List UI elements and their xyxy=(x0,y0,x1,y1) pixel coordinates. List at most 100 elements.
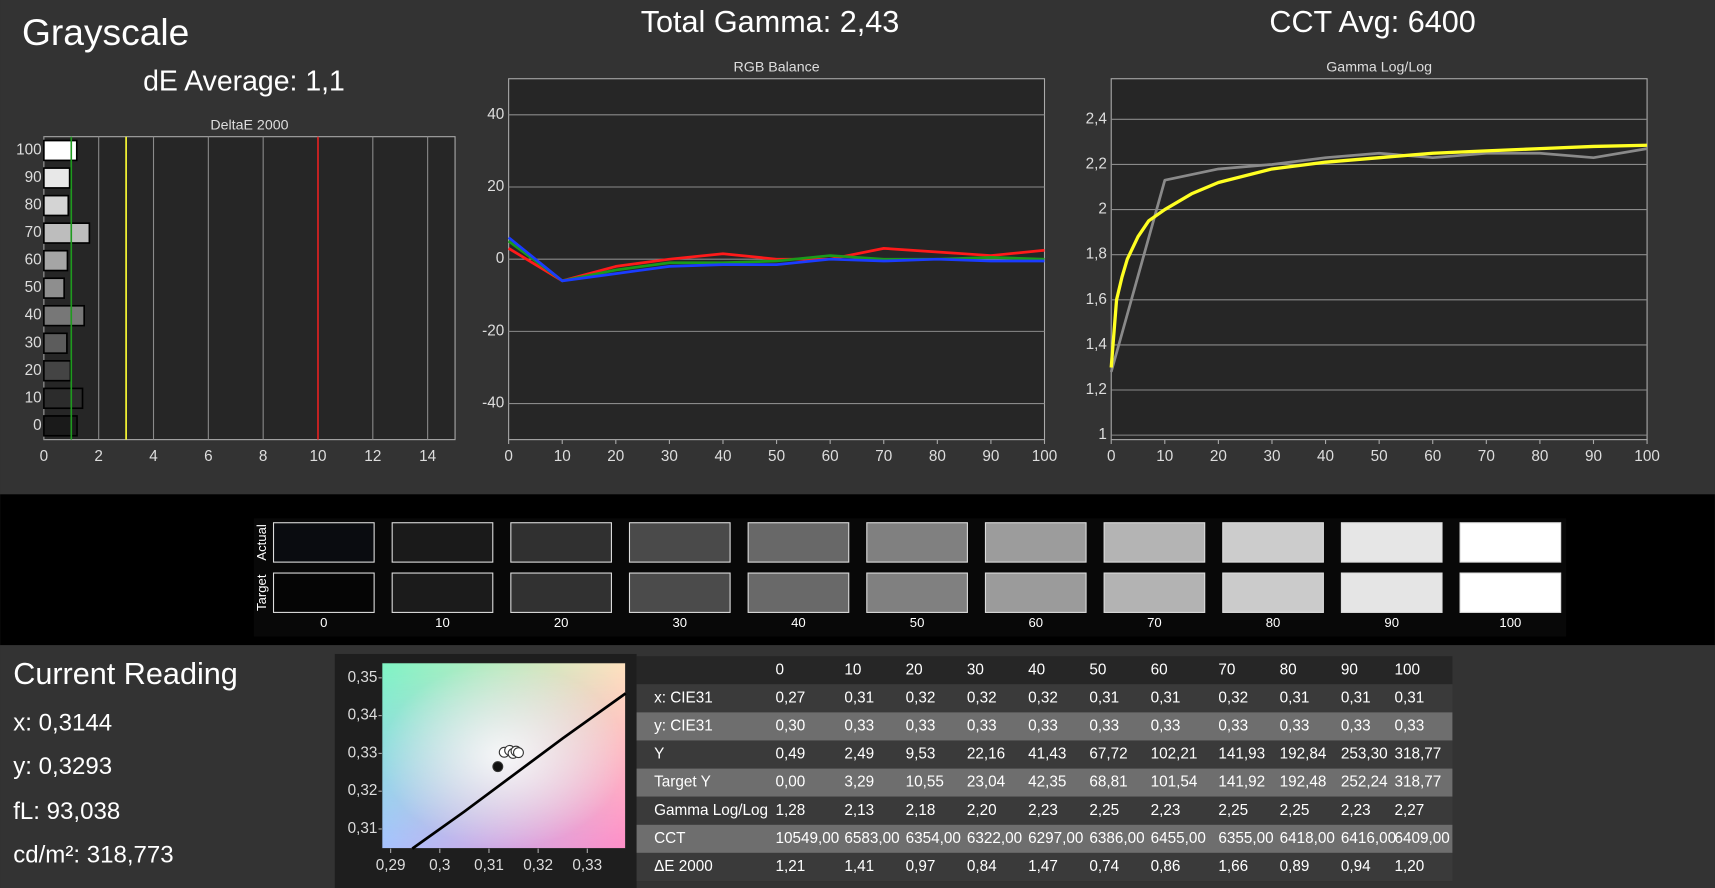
y-tick-label: 2,2 xyxy=(1086,155,1107,172)
swatch xyxy=(391,522,494,563)
cell: 0,30 xyxy=(775,717,805,734)
x-tick-label: 0,32 xyxy=(523,857,553,874)
bar xyxy=(43,360,72,382)
cell: 253,30 xyxy=(1341,746,1388,763)
x-tick-label: 0,31 xyxy=(474,857,504,874)
cell: 0,31 xyxy=(1341,689,1371,706)
x-tick-label: 60 xyxy=(1424,448,1441,465)
cell: 6455,00 xyxy=(1151,830,1206,847)
y-tick-label: 1,4 xyxy=(1086,336,1108,353)
swatch xyxy=(1103,572,1206,613)
x-tick-label: 10 xyxy=(309,448,326,465)
cell: 23,04 xyxy=(967,774,1006,791)
cell: 6416,00 xyxy=(1341,830,1396,847)
cell: 6418,00 xyxy=(1280,830,1335,847)
x-tick-label: 90 xyxy=(982,448,999,465)
x-tick-label: 40 xyxy=(714,448,731,465)
swatch xyxy=(1459,522,1562,563)
y-tick-label: 20 xyxy=(487,178,504,195)
reading-line: y: 0,3293 xyxy=(13,753,112,780)
chart-title: RGB Balance xyxy=(734,60,820,76)
cell: 6409,00 xyxy=(1394,830,1449,847)
cell: 102,21 xyxy=(1151,746,1198,763)
row-label: ΔE 2000 xyxy=(654,858,713,875)
cell: 0,84 xyxy=(967,858,997,875)
x-tick-label: 12 xyxy=(364,448,381,465)
cell: 0,32 xyxy=(967,689,997,706)
plot-area xyxy=(1110,78,1648,441)
table-row-bg xyxy=(636,712,1453,741)
series-line xyxy=(507,246,1045,283)
cell: 192,48 xyxy=(1280,774,1327,791)
cell: 2,18 xyxy=(906,802,936,819)
y-tick-label: 0,32 xyxy=(348,782,378,799)
bar xyxy=(43,277,65,299)
swatch xyxy=(272,572,375,613)
cell: 42,35 xyxy=(1028,774,1066,791)
cell: 141,92 xyxy=(1218,774,1265,791)
row-label: Actual xyxy=(254,524,269,561)
cell: 0,89 xyxy=(1280,858,1310,875)
y-tick-label: 50 xyxy=(25,279,42,296)
y-tick-label: 0,35 xyxy=(348,669,378,686)
cell: 2,20 xyxy=(967,802,997,819)
swatch-label: 100 xyxy=(1499,615,1521,630)
cell: 6297,00 xyxy=(1028,830,1083,847)
x-tick-label: 50 xyxy=(768,448,785,465)
cell: 0,33 xyxy=(844,717,874,734)
y-tick-label: 2,4 xyxy=(1086,110,1108,127)
page-title: Grayscale xyxy=(22,11,189,53)
table-row-bg xyxy=(636,852,1453,882)
cell: 0,33 xyxy=(967,717,997,734)
swatch-label: 60 xyxy=(1028,615,1043,630)
cell: 0,31 xyxy=(1280,689,1310,706)
x-tick-label: 0,3 xyxy=(429,857,450,874)
cell: 10549,00 xyxy=(775,830,839,847)
column-header: 20 xyxy=(906,661,923,678)
x-tick-label: 90 xyxy=(1585,448,1602,465)
x-tick-label: 0 xyxy=(40,448,49,465)
y-tick-label: 80 xyxy=(25,197,42,214)
cell: 192,84 xyxy=(1280,746,1327,763)
cell: 1,66 xyxy=(1218,858,1248,875)
cell: 0,00 xyxy=(775,774,805,791)
y-tick-label: 40 xyxy=(487,106,504,123)
plot-area xyxy=(43,136,456,441)
cell: 9,53 xyxy=(906,746,936,763)
cell: 1,47 xyxy=(1028,858,1058,875)
column-header: 100 xyxy=(1394,661,1420,678)
cell: 0,33 xyxy=(1028,717,1058,734)
y-tick-label: 20 xyxy=(25,362,42,379)
column-header: 30 xyxy=(967,661,984,678)
bar xyxy=(43,139,78,162)
swatch xyxy=(866,572,968,613)
x-tick-label: 70 xyxy=(1478,448,1495,465)
swatch xyxy=(628,572,731,613)
row-label: x: CIE31 xyxy=(654,689,713,706)
cell: 2,27 xyxy=(1394,802,1424,819)
swatch-label: 80 xyxy=(1266,615,1281,630)
y-tick-label: 100 xyxy=(16,142,42,159)
x-tick-label: 0 xyxy=(504,448,513,465)
swatch xyxy=(1222,572,1324,613)
column-header: 0 xyxy=(775,661,784,678)
cell: 3,29 xyxy=(844,774,874,791)
x-tick-label: 2 xyxy=(94,448,103,465)
cell: 0,33 xyxy=(1394,717,1424,734)
cell: 6583,00 xyxy=(844,830,899,847)
column-header: 80 xyxy=(1280,661,1297,678)
x-tick-label: 20 xyxy=(1210,448,1227,465)
series-line xyxy=(507,236,1045,283)
table-row-bg xyxy=(636,768,1453,797)
chart-title: Gamma Log/Log xyxy=(1326,60,1432,76)
table-row-bg xyxy=(636,740,1453,769)
swatch xyxy=(1340,572,1443,613)
y-tick-label: 1,6 xyxy=(1086,291,1107,308)
cell: 0,33 xyxy=(1341,717,1371,734)
swatch xyxy=(391,572,494,613)
row-label: Target xyxy=(254,574,269,611)
cell: 0,97 xyxy=(906,858,936,875)
column-header: 70 xyxy=(1218,661,1235,678)
cell: 41,43 xyxy=(1028,746,1066,763)
de-average: dE Average: 1,1 xyxy=(143,66,345,98)
